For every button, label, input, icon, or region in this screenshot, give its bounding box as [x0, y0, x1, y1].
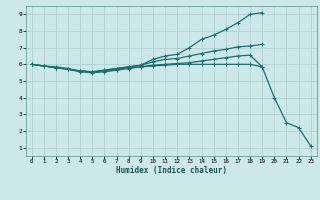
- X-axis label: Humidex (Indice chaleur): Humidex (Indice chaleur): [116, 166, 227, 175]
